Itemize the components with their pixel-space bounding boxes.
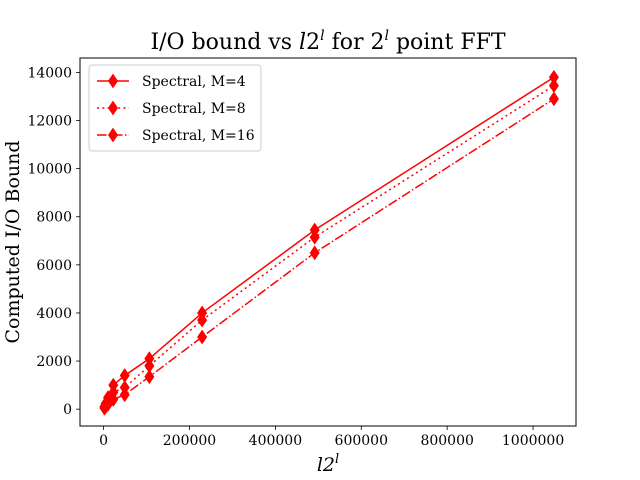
y-tick-label: 2000	[36, 354, 72, 370]
data-point	[548, 91, 559, 107]
legend-marker	[107, 100, 119, 116]
data-point	[108, 392, 119, 407]
legend-entry: Spectral, M=8	[97, 100, 246, 117]
y-tick-label: 8000	[36, 210, 72, 226]
legend-marker	[107, 127, 119, 143]
x-tick-label: 1000000	[502, 433, 564, 449]
legend-marker	[107, 73, 119, 89]
legend-label: Spectral, M=16	[142, 128, 255, 144]
data-point	[309, 245, 320, 261]
series-3	[99, 91, 559, 416]
legend: Spectral, M=4 Spectral, M=8 Spectral, M=16	[88, 64, 262, 152]
legend-entry: Spectral, M=4	[97, 73, 246, 90]
data-point	[197, 312, 208, 328]
y-tick-label: 4000	[36, 306, 72, 322]
data-point	[119, 368, 130, 383]
y-tick-label: 14000	[27, 65, 72, 81]
x-axis-ticks: 0 200000 400000 600000 800000 1000000	[99, 426, 564, 449]
x-tick-label: 800000	[420, 433, 473, 449]
data-point	[548, 78, 559, 94]
x-tick-label: 600000	[335, 433, 388, 449]
x-axis-label: l2l	[317, 452, 339, 476]
data-point	[309, 229, 320, 245]
legend-label: Spectral, M=4	[142, 74, 246, 90]
data-point	[197, 329, 208, 345]
y-tick-label: 12000	[27, 114, 72, 130]
y-tick-label: 10000	[27, 162, 72, 178]
y-axis-ticks: 0 2000 4000 6000 8000 10000 12000 14000	[27, 65, 80, 418]
plot-frame	[79, 57, 577, 427]
plot-area	[99, 69, 559, 416]
x-tick-label: 400000	[249, 433, 302, 449]
legend-entry: Spectral, M=16	[97, 127, 255, 144]
data-point	[144, 369, 155, 385]
y-tick-label: 6000	[36, 258, 72, 274]
x-tick-label: 0	[99, 433, 108, 449]
data-point	[119, 387, 130, 403]
x-tick-label: 200000	[163, 433, 216, 449]
y-tick-label: 0	[63, 402, 72, 418]
y-axis-label: Computed I/O Bound	[2, 140, 24, 343]
chart-title: I/O bound vs l2l for 2l point FFT	[150, 28, 505, 55]
legend-box	[88, 64, 262, 152]
legend-label: Spectral, M=8	[142, 101, 246, 117]
